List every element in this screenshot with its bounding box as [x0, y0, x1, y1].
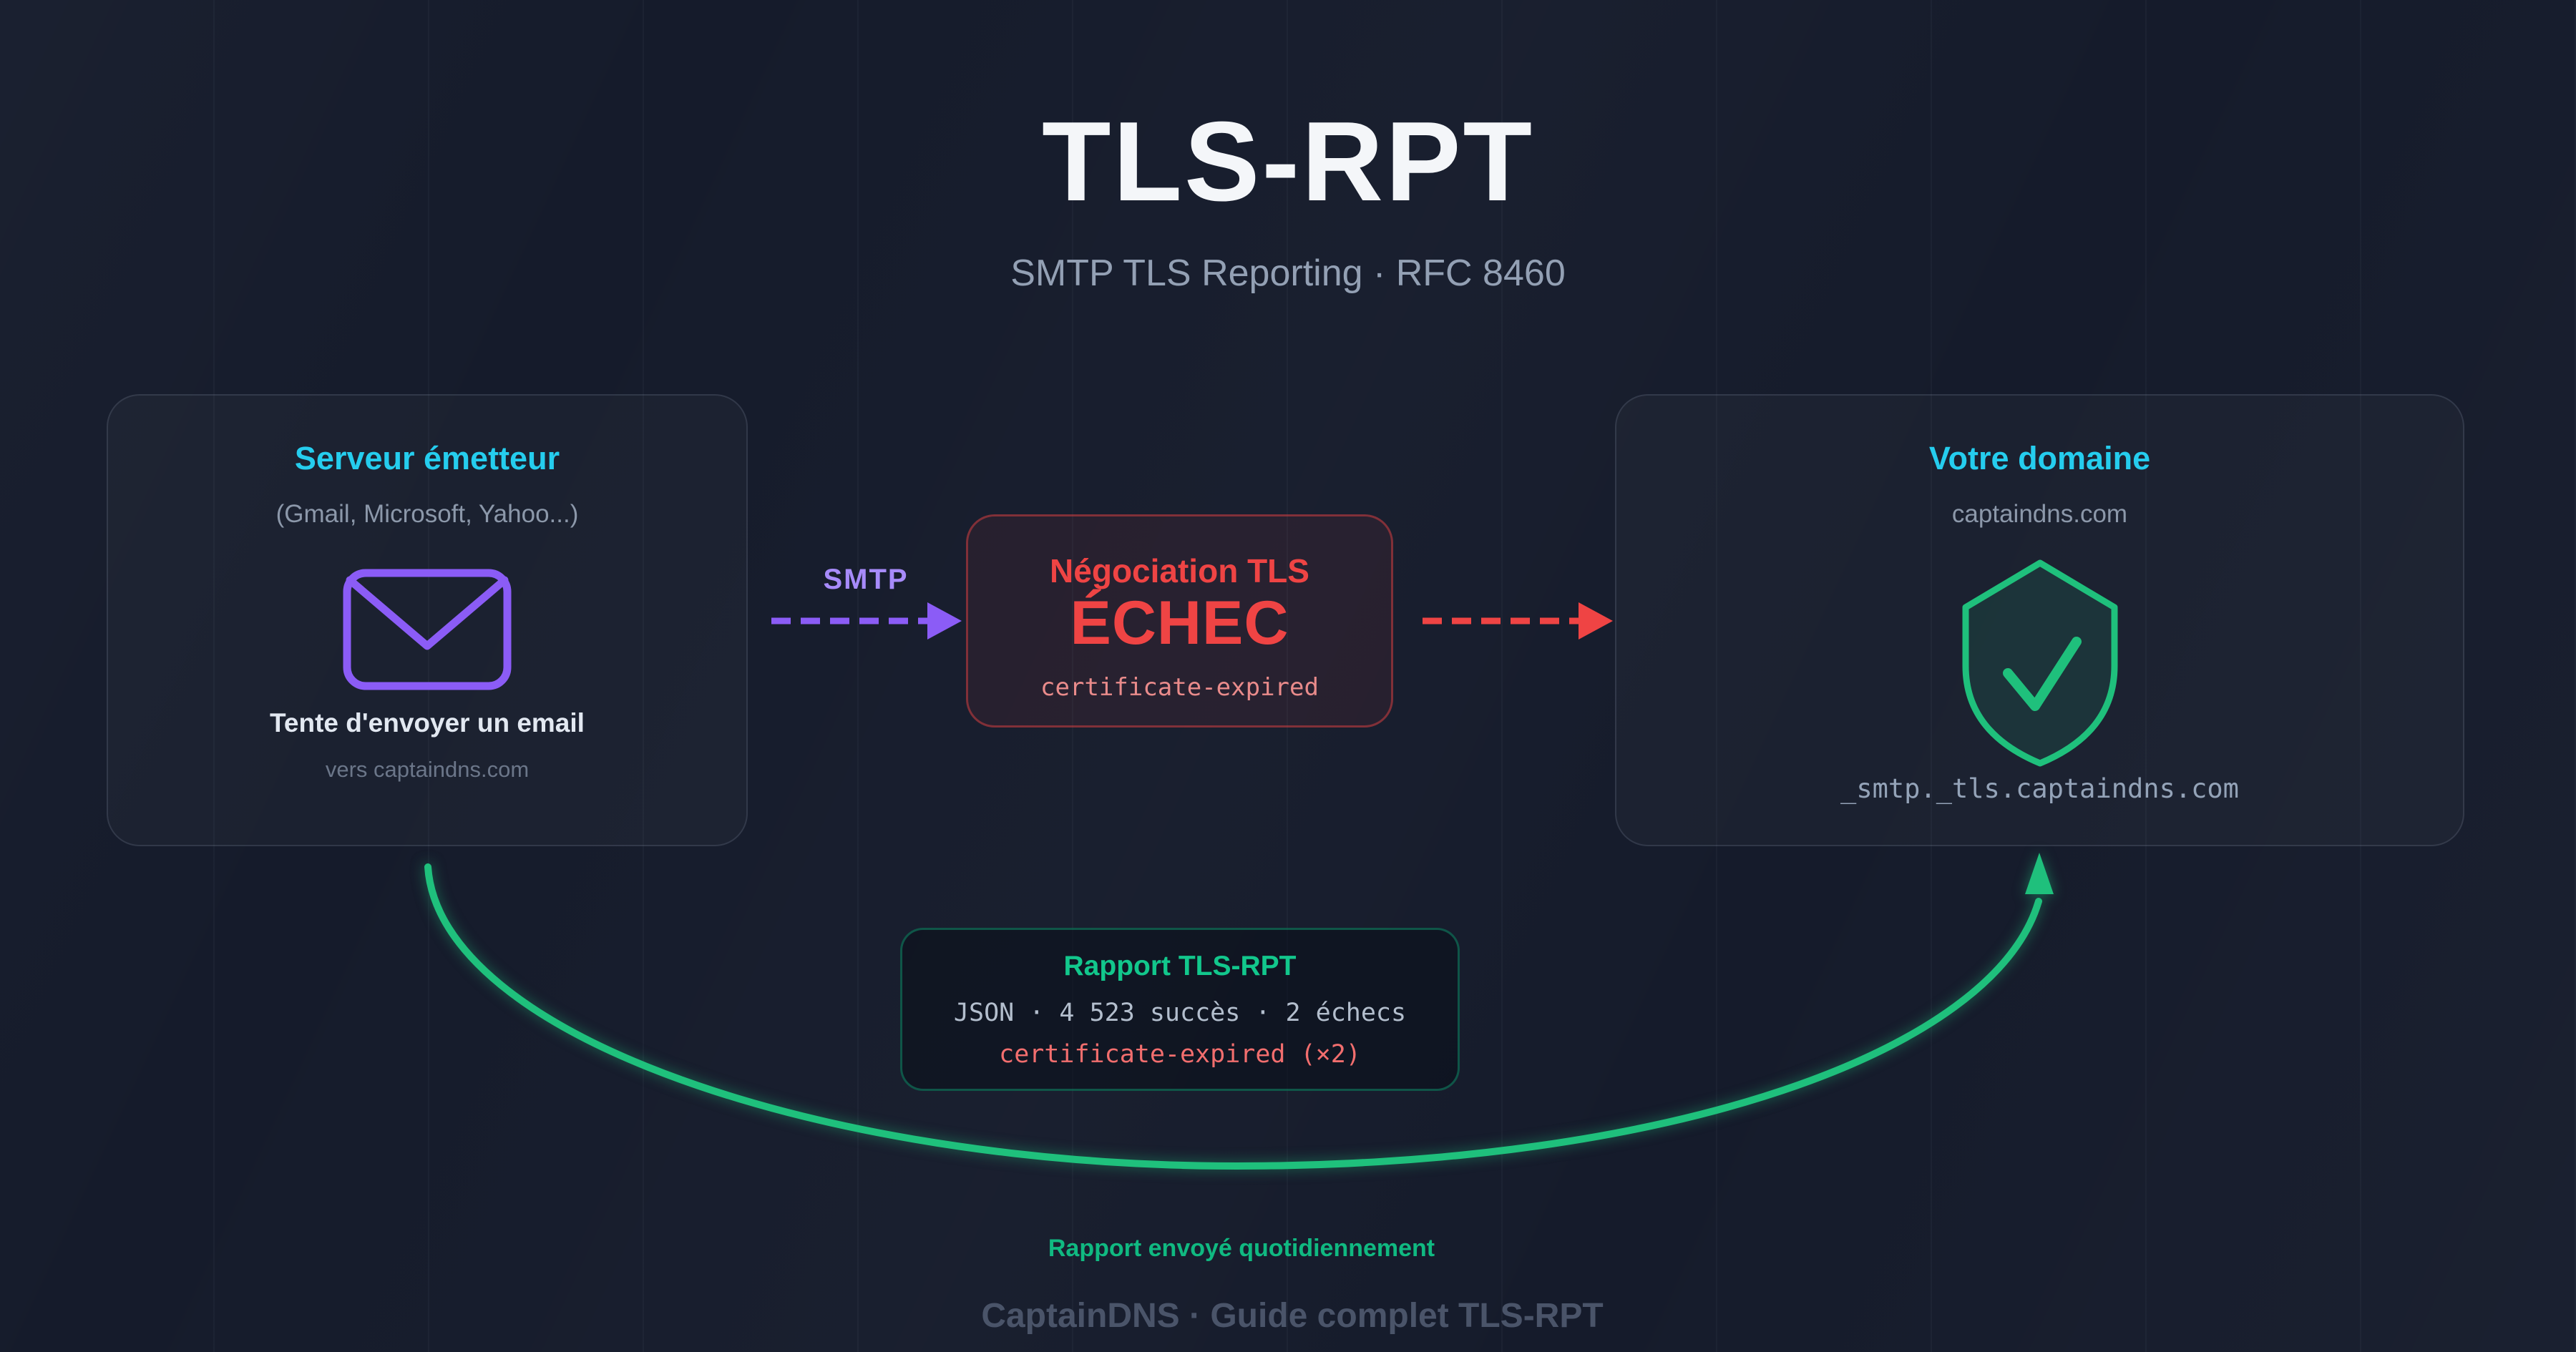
footer-brand-line: CaptainDNS · Guide complet TLS-RPT	[981, 1297, 1604, 1335]
tls-failure-reason: certificate-expired	[1040, 672, 1319, 702]
page-subtitle: SMTP TLS Reporting · RFC 8460	[1010, 253, 1566, 294]
report-failure-detail: certificate-expired (×2)	[999, 1040, 1361, 1069]
report-summary: JSON · 4 523 succès · 2 échecs	[953, 998, 1407, 1027]
sender-server-card: Serveur émetteur (Gmail, Microsoft, Yaho…	[107, 394, 748, 846]
report-frequency-note: Rapport envoyé quotidiennement	[1048, 1235, 1435, 1262]
failure-dashed-arrow-icon	[1423, 602, 1613, 640]
domain-name: captaindns.com	[1951, 499, 2128, 528]
tls-failure-box: Négociation TLS ÉCHEC certificate-expire…	[966, 514, 1393, 728]
sender-target-text: vers captaindns.com	[325, 757, 530, 783]
shield-check-icon	[1616, 559, 2463, 768]
envelope-icon	[108, 569, 746, 690]
tlsrpt-dns-record: _smtp._tls.captaindns.com	[1840, 773, 2239, 804]
your-domain-card: Votre domaine captaindns.com _smtp._tls.…	[1615, 394, 2464, 846]
sender-action-text: Tente d'envoyer un email	[270, 708, 585, 738]
report-box-title: Rapport TLS-RPT	[1063, 951, 1297, 981]
sender-card-title: Serveur émetteur	[294, 440, 560, 476]
tls-failure-status: ÉCHEC	[1070, 589, 1289, 658]
tlsrpt-report-box: Rapport TLS-RPT JSON · 4 523 succès · 2 …	[900, 928, 1460, 1091]
smtp-arrow-label: SMTP	[823, 564, 909, 595]
sender-card-providers: (Gmail, Microsoft, Yahoo...)	[275, 499, 579, 528]
smtp-dashed-arrow-icon	[771, 602, 962, 640]
page-title: TLS-RPT	[1041, 99, 1535, 225]
domain-card-title: Votre domaine	[1928, 440, 2151, 476]
tls-failure-title: Négociation TLS	[1050, 552, 1309, 589]
